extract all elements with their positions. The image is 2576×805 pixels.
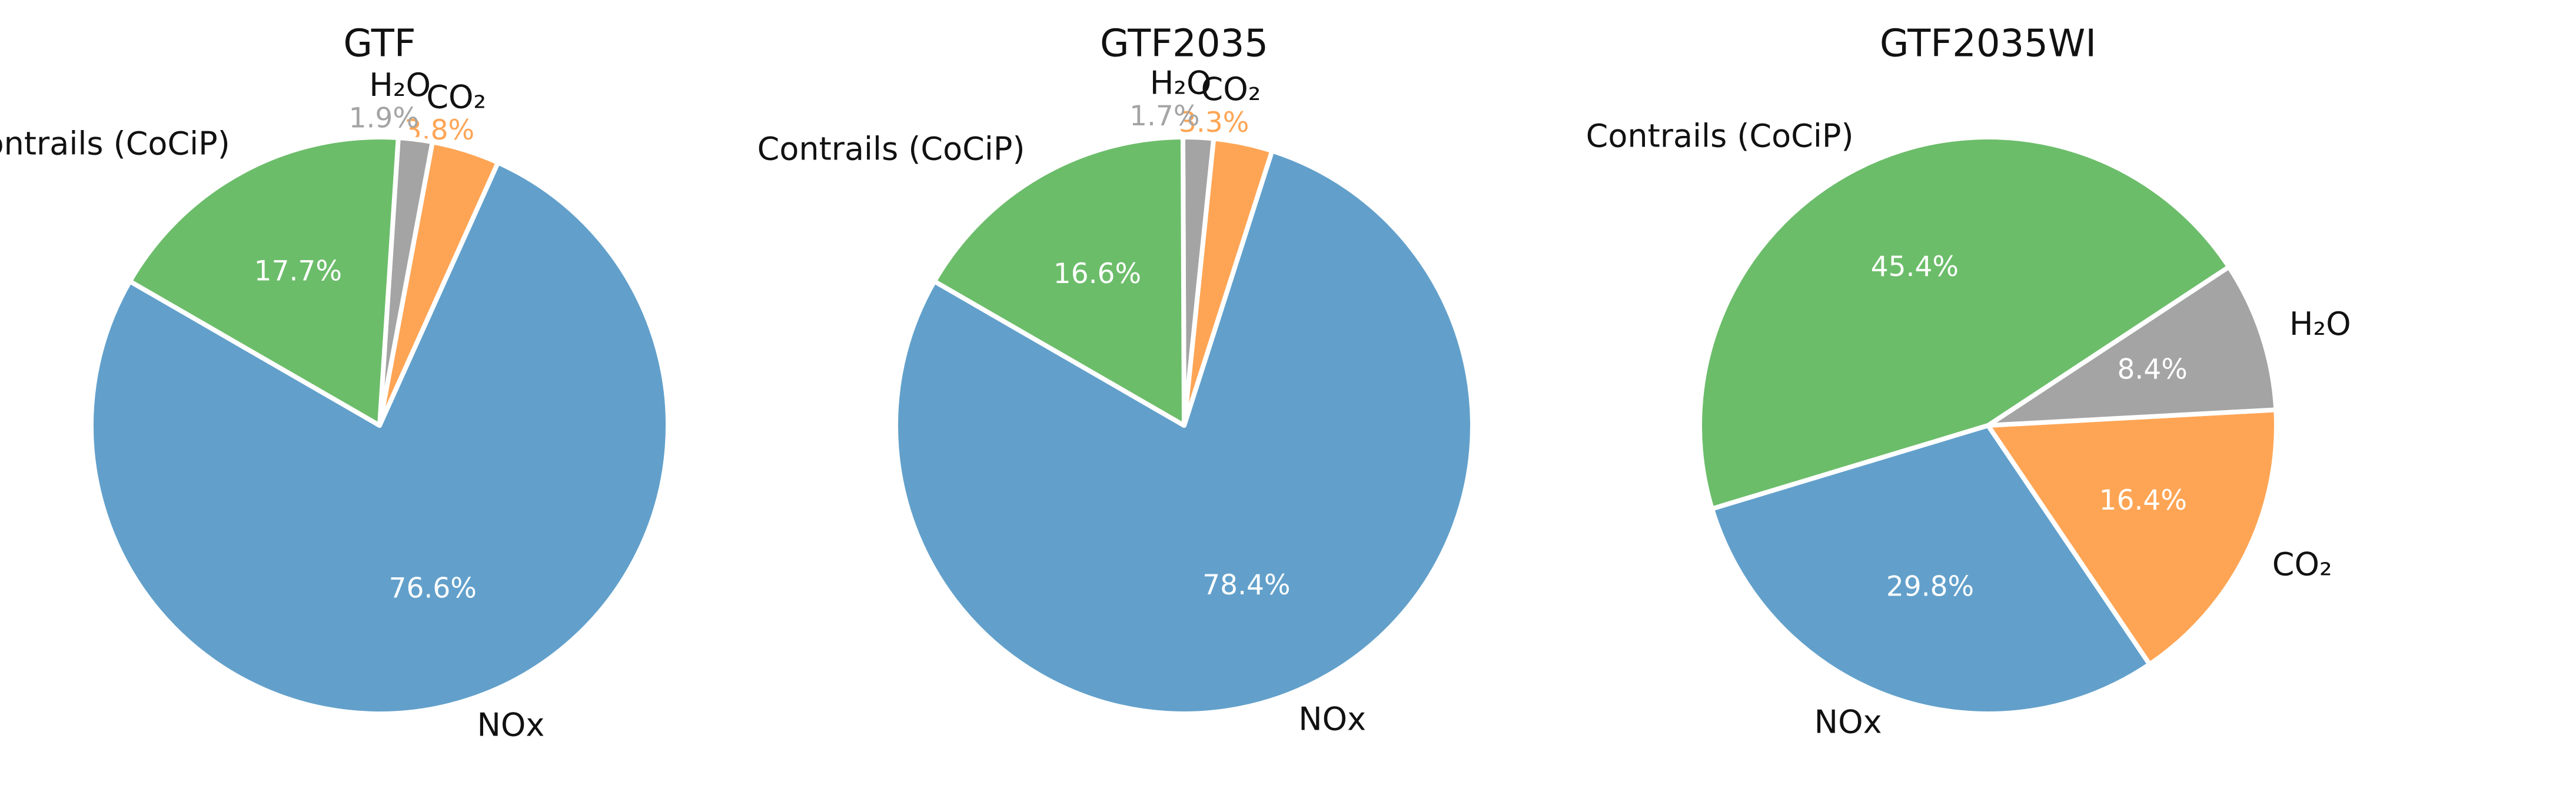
pie-category-label: CO₂ [2272,545,2332,583]
pie-slice-h-o [1986,264,2279,428]
pie-category-label: H₂O [2289,305,2351,342]
pie-pct-label: 3.3% [1179,107,1249,139]
pie-slice-contrails-cocip [127,135,401,428]
pie-gtf: GTF76.6%NOx3.8%CO₂1.9%H₂O17.7%Contrails … [0,22,670,744]
pie-category-label: NOx [1298,700,1366,737]
pie-slice-nox [893,148,1475,716]
pie-pct-label: 1.7% [1129,100,1199,132]
pie-category-label: NOx [1814,704,1882,741]
pie-title: GTF [343,22,416,66]
pie-pct-label: 29.8% [1886,571,1974,603]
pie-title: GTF2035 [1100,22,1268,66]
pie-category-label: H₂O [1150,64,1212,101]
pie-slice-co [1986,407,2279,667]
pie-pct-label: 76.6% [389,572,477,604]
pie-pct-label: 16.6% [1053,258,1141,290]
pie-category-label: CO₂ [1201,71,1261,108]
pie-slice-contrails-cocip [932,135,1186,428]
pie-pct-label: 17.7% [254,255,342,287]
pie-slice-nox [89,160,670,716]
pie-pct-label: 45.4% [1871,251,1959,283]
pie-pct-label: 8.4% [2118,353,2188,385]
pie-category-label: Contrails (CoCiP) [0,125,230,162]
pie-category-label: NOx [477,707,544,744]
pie-title: GTF2035WI [1880,22,2096,66]
pie-slice-nox [1709,423,2152,716]
pie-pct-label: 16.4% [2099,484,2187,517]
pie-category-label: H₂O [369,66,431,104]
pie-category-label: CO₂ [426,78,486,115]
pie-pct-label: 78.4% [1202,569,1290,601]
pie-pct-label: 1.9% [349,102,419,135]
pie-category-label: Contrails (CoCiP) [757,130,1025,167]
pie-gtf2035wi: GTF2035WI 29.8% NOx 16.4% CO₂ 8.4% H₂O 45.4% Con… [1586,22,2351,741]
pie-category-label: Contrails (CoCiP) [1586,117,1854,154]
pie-slice-contrails-cocip [1697,135,2232,511]
